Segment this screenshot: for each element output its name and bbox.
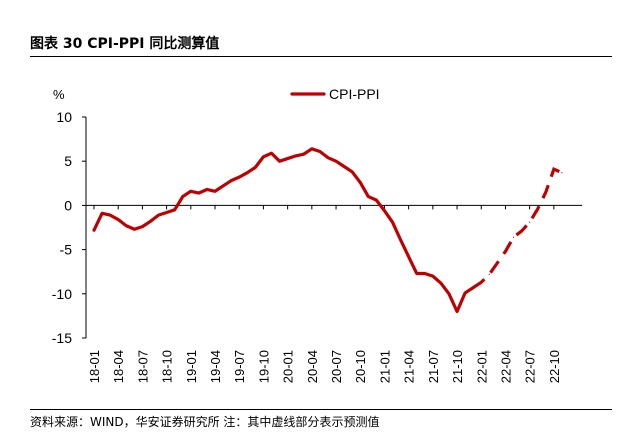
- data-point: [206, 188, 208, 191]
- x-tick-label: 20-01: [281, 350, 296, 383]
- series-line-forecast: [472, 167, 563, 289]
- data-point: [238, 176, 240, 178]
- data-point: [278, 160, 281, 162]
- x-tick-label: 18-01: [87, 350, 102, 383]
- x-tick-label: 20-07: [329, 350, 344, 383]
- data-point: [141, 226, 144, 228]
- x-tick-label: 22-10: [547, 350, 562, 383]
- data-point: [512, 236, 515, 238]
- y-tick-label: -15: [52, 330, 72, 346]
- data-point: [198, 192, 200, 194]
- data-point: [166, 211, 168, 214]
- data-point: [456, 310, 458, 313]
- x-tick-label: 21-07: [426, 350, 441, 383]
- data-point: [383, 210, 386, 212]
- y-axis: 10 5 0 -5 -10 -15: [52, 109, 87, 346]
- x-tick-label: 18-10: [160, 350, 175, 383]
- data-point: [287, 157, 289, 160]
- x-tick-label: 20-10: [353, 350, 368, 383]
- x-tick-label: 21-01: [377, 350, 392, 383]
- x-axis: 18-01 18-04 18-07 18-10 19-01 19-04 19-07 19-10…: [86, 204, 582, 383]
- data-point: [553, 168, 555, 170]
- data-point: [472, 287, 474, 289]
- data-point: [101, 212, 103, 214]
- data-point: [230, 180, 232, 182]
- data-point: [375, 199, 377, 201]
- x-tick-label: 20-04: [305, 350, 320, 383]
- y-tick-label: 5: [64, 153, 72, 169]
- y-tick-label: -5: [60, 242, 73, 258]
- data-point: [93, 229, 95, 231]
- x-tick-label: 22-01: [474, 350, 489, 383]
- data-point: [504, 250, 507, 252]
- legend-label: CPI-PPI: [329, 86, 380, 102]
- y-tick-label: -10: [52, 286, 72, 302]
- x-tick-label: 21-10: [450, 350, 465, 383]
- data-point: [262, 156, 265, 158]
- data-point: [488, 273, 490, 275]
- data-point: [117, 218, 119, 221]
- data-point: [399, 239, 402, 241]
- data-point: [311, 148, 313, 150]
- x-tick-label: 19-07: [232, 350, 247, 383]
- data-point: [149, 220, 152, 222]
- data-point: [480, 281, 482, 283]
- x-tick-label: 18-04: [111, 350, 126, 383]
- data-point: [432, 275, 434, 277]
- y-tick-label: 0: [64, 197, 72, 213]
- series-group: [92, 147, 563, 314]
- data-point: [440, 282, 442, 284]
- source-note: 资料来源：WIND，华安证券研究所 注：其中虚线部分表示预测值: [30, 415, 380, 429]
- legend: CPI-PPI: [290, 86, 380, 102]
- data-point: [335, 160, 337, 162]
- data-point: [545, 191, 547, 193]
- data-point: [424, 272, 426, 275]
- data-point: [222, 185, 224, 187]
- y-axis-unit: %: [53, 87, 65, 102]
- data-point: [327, 157, 329, 159]
- y-tick-label: 10: [56, 109, 72, 125]
- x-tick-label: 21-04: [402, 350, 417, 383]
- data-point: [270, 152, 273, 154]
- x-tick-label: 19-10: [256, 350, 271, 383]
- data-point: [448, 293, 450, 295]
- data-point: [529, 221, 531, 223]
- data-point: [174, 209, 176, 211]
- data-point: [408, 256, 410, 258]
- data-point: [416, 272, 418, 275]
- x-tick-label: 18-07: [135, 350, 150, 383]
- data-point: [464, 292, 466, 294]
- x-tick-label: 19-04: [208, 350, 223, 383]
- bottom-rule: [30, 409, 612, 410]
- data-point: [351, 171, 353, 173]
- data-point: [319, 150, 321, 153]
- data-point: [537, 208, 539, 210]
- data-point: [391, 221, 394, 223]
- data-point: [496, 262, 498, 264]
- data-point: [561, 172, 563, 174]
- data-point: [343, 165, 345, 168]
- data-point: [246, 172, 248, 174]
- data-point: [254, 166, 256, 168]
- data-point: [125, 225, 127, 227]
- data-point: [133, 228, 135, 230]
- data-point: [190, 190, 192, 192]
- figure-title: 图表 30 CPI-PPI 同比测算值: [30, 36, 220, 52]
- data-point: [295, 155, 297, 157]
- data-point: [109, 214, 111, 216]
- data-point: [367, 195, 369, 198]
- data-point: [214, 190, 216, 192]
- top-rule: [30, 56, 612, 57]
- x-tick-label: 19-01: [184, 350, 199, 383]
- data-point: [520, 230, 523, 232]
- series-line-actual: [92, 147, 475, 314]
- x-tick-label: 22-07: [523, 350, 538, 383]
- data-point: [182, 195, 184, 198]
- x-tick-label: 22-04: [498, 350, 513, 383]
- data-point: [303, 153, 305, 155]
- data-point: [359, 181, 361, 184]
- data-point: [157, 214, 160, 216]
